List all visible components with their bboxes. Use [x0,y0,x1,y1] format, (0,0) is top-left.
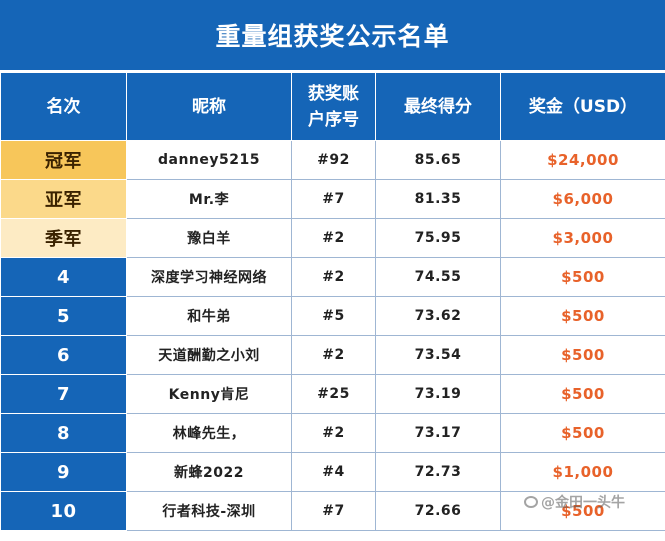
prize-cell: $500 [500,491,665,531]
rank-cell: 亚军 [0,179,127,219]
score-cell: 72.73 [375,452,501,492]
rank-cell: 8 [0,413,127,453]
watermark: @金田一头牛 [524,492,625,512]
table-row: 5 和牛弟 #5 73.62 $500 [0,296,665,336]
nickname-cell: Mr.李 [126,179,292,219]
nickname-cell: Kenny肯尼 [126,374,292,414]
account-cell: #2 [291,413,376,453]
prize-cell: $500 [500,413,665,453]
prize-cell: $500 [500,296,665,336]
account-cell: #7 [291,491,376,531]
zhihu-icon [524,496,538,508]
header-account: 获奖账 户序号 [291,72,376,141]
nickname-cell: 和牛弟 [126,296,292,336]
header-score: 最终得分 [375,72,501,141]
nickname-cell: 天道酬勤之小刘 [126,335,292,375]
table-row: 6 天道酬勤之小刘 #2 73.54 $500 [0,335,665,375]
watermark-text: @金田一头牛 [541,495,625,511]
nickname-cell: 豫白羊 [126,218,292,258]
header-nickname: 昵称 [126,72,292,141]
table-row: 冠军 danney5215 #92 85.65 $24,000 [0,140,665,180]
table-row: 亚军 Mr.李 #7 81.35 $6,000 [0,179,665,219]
account-cell: #2 [291,257,376,297]
account-cell: #5 [291,296,376,336]
table-row: 7 Kenny肯尼 #25 73.19 $500 [0,374,665,414]
header-row: 名次 昵称 获奖账 户序号 最终得分 奖金（USD） [0,72,665,141]
prize-cell: $500 [500,335,665,375]
rank-cell: 季军 [0,218,127,258]
rank-cell: 冠军 [0,140,127,180]
prize-cell: $3,000 [500,218,665,258]
rank-cell: 5 [0,296,127,336]
rank-cell: 10 [0,491,127,531]
nickname-cell: 行者科技-深圳 [126,491,292,531]
prize-cell: $500 [500,257,665,297]
score-cell: 74.55 [375,257,501,297]
prize-cell: $1,000 [500,452,665,492]
account-cell: #7 [291,179,376,219]
rank-cell: 6 [0,335,127,375]
prize-cell: $24,000 [500,140,665,180]
score-cell: 75.95 [375,218,501,258]
account-cell: #2 [291,335,376,375]
score-cell: 73.62 [375,296,501,336]
score-cell: 73.17 [375,413,501,453]
score-cell: 72.66 [375,491,501,531]
prize-cell: $500 [500,374,665,414]
nickname-cell: 深度学习神经网络 [126,257,292,297]
score-cell: 73.19 [375,374,501,414]
account-cell: #2 [291,218,376,258]
header-prize: 奖金（USD） [500,72,665,141]
prize-cell: $6,000 [500,179,665,219]
table-row: 4 深度学习神经网络 #2 74.55 $500 [0,257,665,297]
score-cell: 73.54 [375,335,501,375]
rank-cell: 7 [0,374,127,414]
table-row: 9 新蜂2022 #4 72.73 $1,000 [0,452,665,492]
rank-cell: 9 [0,452,127,492]
table-row: 8 林峰先生， #2 73.17 $500 [0,413,665,453]
nickname-cell: danney5215 [126,140,292,180]
page-title: 重量组获奖公示名单 [0,0,665,72]
account-cell: #4 [291,452,376,492]
score-cell: 85.65 [375,140,501,180]
nickname-cell: 林峰先生， [126,413,292,453]
table-row: 季军 豫白羊 #2 75.95 $3,000 [0,218,665,258]
account-cell: #92 [291,140,376,180]
header-rank: 名次 [0,72,127,141]
nickname-cell: 新蜂2022 [126,452,292,492]
account-cell: #25 [291,374,376,414]
award-table: 名次 昵称 获奖账 户序号 最终得分 奖金（USD） 冠军 danney5215 #… [0,72,665,531]
score-cell: 81.35 [375,179,501,219]
rank-cell: 4 [0,257,127,297]
table-row: 10 行者科技-深圳 #7 72.66 $500 [0,491,665,531]
